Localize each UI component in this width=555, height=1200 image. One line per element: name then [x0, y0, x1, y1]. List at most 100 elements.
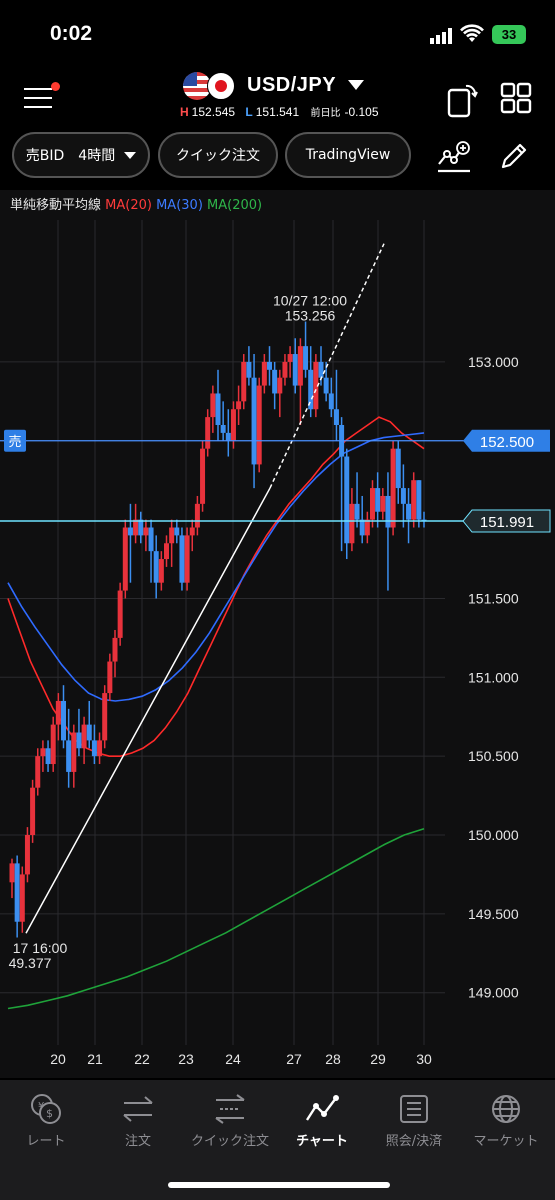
rotate-screen-icon[interactable] — [446, 84, 478, 118]
nav-rate[interactable]: ¥ $ レート — [0, 1090, 92, 1149]
inquiry-list-icon — [400, 1095, 428, 1123]
candle-body — [179, 535, 185, 583]
pencil-draw-icon[interactable] — [498, 140, 530, 172]
candle-body — [30, 787, 36, 835]
us-jp-flags-icon — [183, 71, 239, 100]
x-axis-label: 27 — [286, 1051, 302, 1067]
candle-body — [153, 551, 159, 583]
currency-pair-name: USD/JPY — [247, 73, 337, 96]
y-axis-label: 151.500 — [468, 590, 519, 606]
candle-body — [174, 527, 180, 536]
candle-body — [318, 361, 324, 378]
currency-pair-selector[interactable]: USD/JPY — [183, 70, 365, 100]
candle-body — [138, 519, 144, 536]
candle-body — [267, 361, 272, 370]
chart-line-icon — [305, 1095, 339, 1121]
candle-body — [112, 637, 118, 662]
candle-body — [24, 835, 30, 875]
low-marker-time: 17 16:00 — [13, 940, 68, 956]
low-price: 151.541 — [255, 105, 300, 119]
candle-body — [40, 748, 46, 757]
tradingview-button[interactable]: TradingView — [285, 132, 411, 178]
legend-ma20: MA(20) — [105, 198, 152, 213]
candle-body — [107, 661, 113, 694]
y-axis-label: 149.000 — [468, 985, 519, 1001]
home-indicator — [168, 1182, 390, 1188]
candle-body — [143, 527, 149, 536]
candle-body — [97, 740, 103, 757]
candle-body — [406, 503, 412, 520]
y-axis-label: 153.000 — [468, 354, 519, 370]
candle-body — [76, 732, 82, 749]
candle-body — [364, 519, 370, 536]
candle-body — [313, 361, 319, 410]
add-indicator-icon[interactable] — [436, 140, 472, 174]
candle-body — [35, 756, 41, 788]
high-marker-time: 10/27 12:00 — [273, 293, 347, 309]
trend-line-extension — [269, 243, 385, 489]
candle-body — [261, 361, 267, 386]
candle-body — [61, 700, 66, 741]
candle-body — [122, 527, 128, 591]
chevron-down-icon — [348, 80, 365, 90]
candle-body — [225, 432, 231, 441]
candle-body — [251, 377, 257, 465]
nav-quick-order[interactable]: クイック注文 — [184, 1090, 276, 1149]
candle-body — [354, 503, 360, 520]
candle-body — [158, 559, 164, 583]
globe-icon — [492, 1095, 520, 1123]
x-axis-label: 20 — [50, 1051, 66, 1067]
candle-body — [370, 488, 375, 520]
candle-body — [308, 369, 314, 410]
candle-body — [400, 488, 406, 504]
candle-body — [102, 693, 108, 741]
candle-body — [230, 409, 236, 441]
candle-body — [359, 519, 365, 536]
current-price-tag — [462, 509, 551, 533]
current-price-value: 151.991 — [480, 514, 534, 531]
candle-body — [19, 874, 25, 922]
menu-button[interactable] — [22, 82, 58, 112]
high-low-summary: H 152.545 L 151.541 前日比 -0.105 — [180, 105, 379, 119]
order-arrows-icon — [123, 1096, 153, 1122]
candle-body — [287, 354, 293, 362]
x-axis-label: 30 — [416, 1051, 432, 1067]
quick-order-button[interactable]: クイック注文 — [158, 132, 278, 178]
candle-body — [411, 480, 417, 520]
candle-body — [256, 385, 262, 465]
candle-body — [81, 724, 87, 749]
candle-body — [117, 590, 123, 638]
svg-text:¥: ¥ — [38, 1101, 44, 1112]
nav-inquiry[interactable]: 照会/決済 — [368, 1090, 460, 1149]
candlestick-svg: 153.000 151.500 151.000 150.500 150.000 149.5… — [0, 220, 551, 1067]
candle-body — [380, 495, 386, 512]
candle-body — [220, 425, 226, 433]
x-axis-label: 28 — [325, 1051, 341, 1067]
candle-body — [277, 377, 283, 394]
candle-body — [328, 393, 334, 410]
candle-body — [395, 448, 401, 489]
candle-body — [297, 346, 303, 386]
candle-body — [349, 503, 355, 544]
candle-body — [210, 393, 216, 418]
legend-title: 単純移動平均線 — [10, 198, 102, 213]
candle-body — [71, 732, 77, 772]
candle-body — [385, 495, 391, 528]
candle-body — [50, 724, 56, 765]
nav-chart[interactable]: チャート — [276, 1090, 368, 1149]
high-marker-price: 153.256 — [285, 308, 336, 324]
candle-body — [292, 354, 298, 386]
candle-body — [272, 369, 278, 394]
y-axis-label: 150.000 — [468, 827, 519, 843]
side-period-dropdown[interactable]: 売BID 4時間 — [12, 132, 150, 178]
layout-grid-icon[interactable] — [500, 82, 532, 114]
candle-body — [390, 448, 396, 528]
status-time: 0:02 — [50, 22, 93, 45]
price-chart[interactable]: 単純移動平均線 MA(20) MA(30) MA(200) 153.000 151… — [0, 190, 555, 1078]
x-axis-label: 29 — [370, 1051, 386, 1067]
nav-order[interactable]: 注文 — [92, 1090, 184, 1149]
cellular-signal-icon — [430, 28, 452, 44]
prev-change: -0.105 — [344, 105, 379, 119]
bottom-navigation: ¥ $ レート 注文 クイック注文 チャート 照会/決済 — [0, 1080, 555, 1200]
nav-market[interactable]: マーケット — [460, 1090, 552, 1149]
